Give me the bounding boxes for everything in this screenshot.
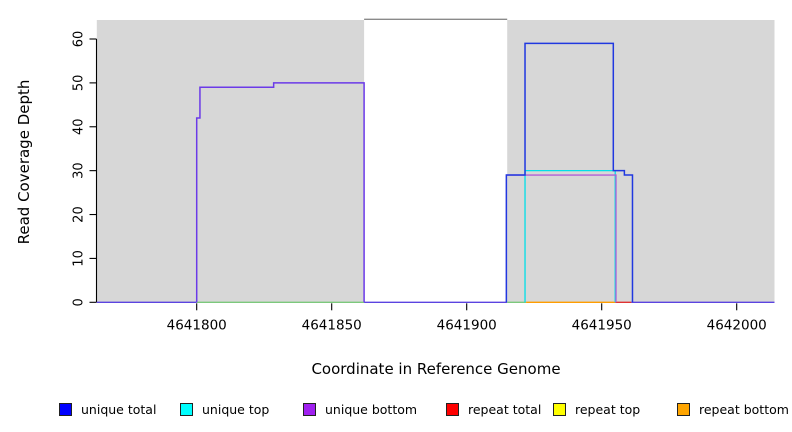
legend-swatch-repeat-top [553,402,566,416]
legend-swatch-unique-total [59,402,72,416]
legend-swatch-unique-top [180,402,193,416]
legend-label-repeat-top: repeat top [575,401,641,417]
legend-item-repeat-bottom: repeat bottom [677,399,789,419]
shaded-region-1 [507,20,775,303]
legend-swatch-repeat-total [446,402,459,416]
chart-legend: unique total unique top unique bottom repea… [0,399,792,421]
y-tick-label: 40 [72,118,87,135]
x-tick-label: 4641900 [437,317,497,333]
y-tick-label: 0 [72,298,87,306]
legend-item-unique-top: unique top [180,399,269,419]
y-tick-label: 50 [72,75,87,92]
legend-item-repeat-total: repeat total [446,399,541,419]
series-line-unique-total-right-hump [505,42,634,303]
x-tick-label: 4641950 [572,317,632,333]
x-axis-title: Coordinate in Reference Genome [311,360,561,378]
legend-label-unique-top: unique top [202,401,270,417]
legend-item-unique-total: unique total [59,399,156,419]
y-axis-title: Read Coverage Depth [15,79,33,245]
legend-label-repeat-total: repeat total [468,401,542,417]
legend-item-unique-bottom: unique bottom [303,399,417,419]
legend-label-unique-total: unique total [81,401,157,417]
x-tick-label: 4642000 [707,317,767,333]
legend-label-repeat-bottom: repeat bottom [699,401,789,417]
shaded-region-0 [96,20,365,303]
y-tick-label: 20 [72,206,87,223]
legend-swatch-unique-bottom [303,402,316,416]
legend-swatch-repeat-bottom [677,402,690,416]
y-tick-label: 30 [72,162,87,179]
legend-item-repeat-top: repeat top [553,399,640,419]
x-tick-label: 4641800 [167,317,227,333]
x-tick-label: 4641850 [302,317,362,333]
series-line-unique-top-right-hump [524,170,616,303]
legend-label-unique-bottom: unique bottom [325,401,418,417]
series-line-unique-overlap-left-hump [195,82,365,303]
y-tick-label: 60 [72,31,87,48]
y-tick-label: 10 [72,250,87,267]
